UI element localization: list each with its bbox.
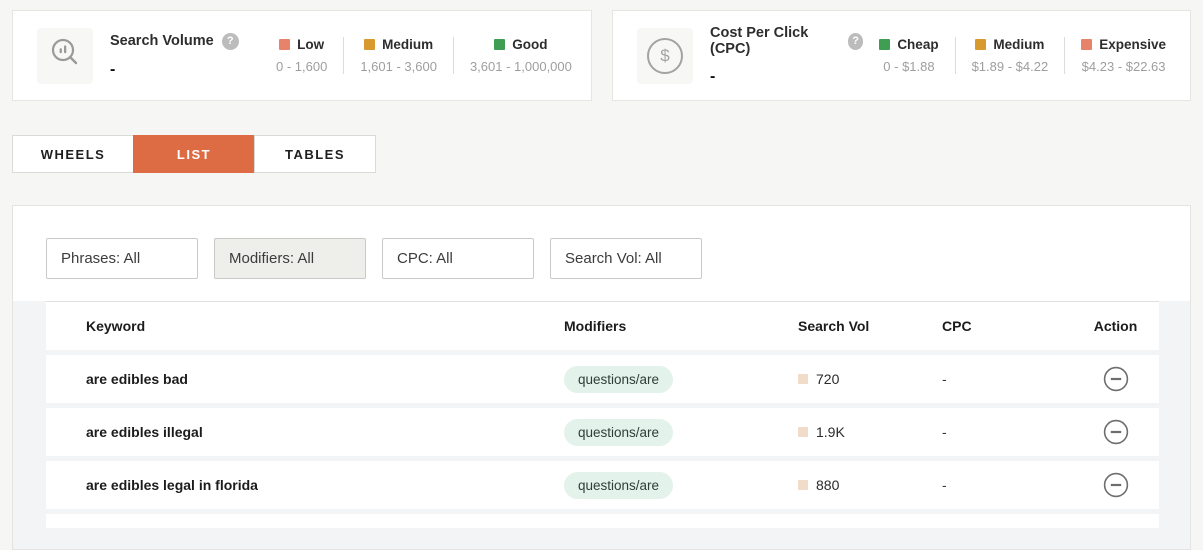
legend-item-expensive: Expensive $4.23 - $22.63 (1064, 37, 1166, 74)
list-panel: Phrases: All Modifiers: All CPC: All Sea… (12, 205, 1191, 550)
search-volume-value: - (110, 60, 116, 78)
expensive-color-swatch (1081, 39, 1093, 50)
minus-circle-icon[interactable] (1103, 472, 1129, 498)
modifier-pill[interactable]: questions/are (564, 365, 674, 393)
cheap-range: 0 - $1.88 (883, 59, 935, 74)
search-volume-title: Search Volume (110, 33, 214, 49)
search-vol-swatch (798, 374, 808, 384)
table-header-row: Keyword Modifiers Search Vol CPC Action (46, 302, 1159, 350)
legend-item-medium: Medium $1.89 - $4.22 (954, 37, 1065, 74)
tab-list[interactable]: LIST (133, 135, 255, 173)
expensive-range: $4.23 - $22.63 (1081, 59, 1166, 74)
tab-tables[interactable]: TABLES (254, 135, 376, 173)
search-volume-icon-box (37, 27, 93, 84)
cpc-cell: - (942, 371, 947, 387)
keyword-table-section: Keyword Modifiers Search Vol CPC Action … (13, 301, 1190, 549)
cpc-title: Cost Per Click (CPC) (710, 25, 809, 57)
modifier-pill[interactable]: questions/are (564, 418, 674, 446)
help-icon[interactable]: ? (221, 32, 239, 50)
header-action: Action (1093, 318, 1138, 334)
legend-item-low: Low 0 - 1,600 (276, 37, 328, 74)
good-color-swatch (494, 39, 506, 50)
filter-modifiers[interactable]: Modifiers: All (214, 238, 366, 279)
table-row: are edibles illegal questions/are 1.9K - (46, 408, 1159, 456)
cpc-card: $ Cost Per Click (CPC) ? - Cheap 0 - $1.… (612, 10, 1191, 101)
filter-bar: Phrases: All Modifiers: All CPC: All Sea… (13, 206, 1190, 279)
cpc-cell: - (942, 477, 947, 493)
header-modifiers: Modifiers (564, 318, 627, 334)
filter-search-vol[interactable]: Search Vol: All (550, 238, 702, 279)
filter-phrases[interactable]: Phrases: All (46, 238, 198, 279)
legend-item-cheap: Cheap 0 - $1.88 (863, 37, 954, 74)
good-range: 3,601 - 1,000,000 (469, 59, 572, 74)
cpc-icon-box: $ (637, 27, 693, 84)
search-vol-value: 720 (816, 371, 840, 387)
search-vol-swatch (798, 480, 808, 490)
medium-range: 1,601 - 3,600 (360, 59, 437, 74)
cpc-value: - (710, 68, 716, 85)
tab-wheels[interactable]: WHEELS (12, 135, 134, 173)
header-search-vol: Search Vol (798, 318, 870, 334)
keyword-cell: are edibles legal in florida (86, 477, 258, 493)
table-row: are edibles legal in florida questions/a… (46, 461, 1159, 509)
keyword-cell: are edibles illegal (86, 424, 203, 440)
search-vol-swatch (798, 427, 808, 437)
medium-range: $1.89 - $4.22 (971, 59, 1049, 74)
medium-color-swatch (364, 39, 376, 50)
help-icon[interactable]: ? (847, 32, 864, 50)
header-cpc: CPC (942, 318, 972, 334)
minus-circle-icon[interactable] (1103, 419, 1129, 445)
legend-item-medium: Medium 1,601 - 3,600 (343, 37, 453, 74)
low-range: 0 - 1,600 (276, 59, 328, 74)
legend-item-good: Good 3,601 - 1,000,000 (452, 37, 572, 74)
cpc-cell: - (942, 424, 947, 440)
search-vol-value: 1.9K (816, 424, 845, 440)
cpc-legend: Cheap 0 - $1.88 Medium $1.89 - $4.22 Exp… (863, 37, 1166, 74)
dollar-circle-icon: $ (647, 37, 683, 74)
search-volume-legend: Low 0 - 1,600 Medium 1,601 - 3,600 Good … (260, 37, 572, 74)
modifier-pill[interactable]: questions/are (564, 471, 674, 499)
table-row: are edibles bad questions/are 720 - (46, 355, 1159, 403)
low-color-swatch (279, 39, 291, 50)
search-vol-value: 880 (816, 477, 840, 493)
medium-color-swatch (975, 39, 987, 50)
keyword-cell: are edibles bad (86, 371, 188, 387)
filter-cpc[interactable]: CPC: All (382, 238, 534, 279)
view-tabs: WHEELS LIST TABLES (12, 135, 376, 173)
cheap-color-swatch (879, 39, 891, 50)
search-volume-card: Search Volume ? - Low 0 - 1,600 Medium 1… (12, 10, 592, 101)
keyword-table: Keyword Modifiers Search Vol CPC Action … (46, 301, 1159, 528)
magnifier-bar-chart-icon (47, 35, 83, 76)
minus-circle-icon[interactable] (1103, 366, 1129, 392)
header-keyword: Keyword (86, 318, 146, 334)
table-row-clipped (46, 514, 1159, 528)
